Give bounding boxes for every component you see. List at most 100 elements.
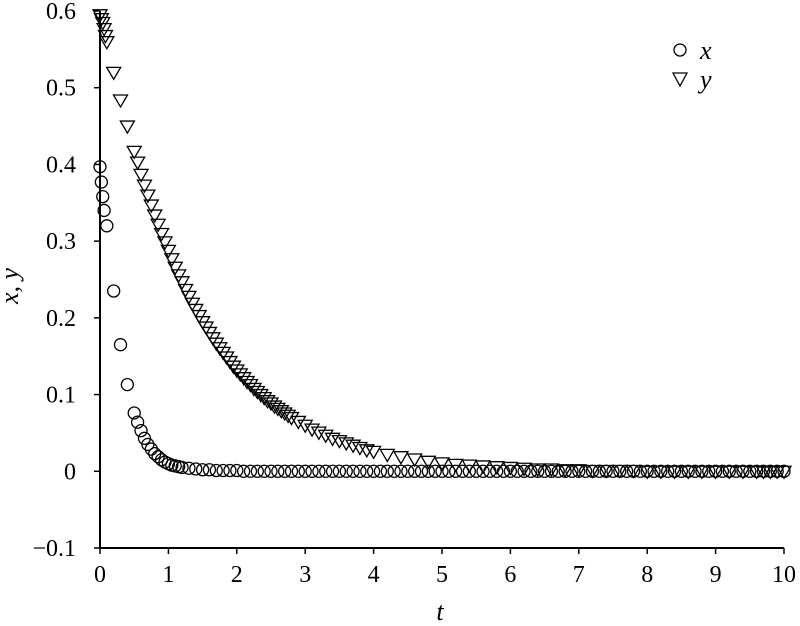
point-x [517,464,531,478]
point-y [232,368,249,383]
point-y [461,459,478,474]
point-x [462,464,477,478]
point-x [120,377,135,392]
point-y [273,405,290,419]
point-y [433,457,451,472]
y-axis-title: x, y [0,268,24,306]
point-x [144,442,158,456]
y-tick-label: −0.1 [32,536,76,562]
point-y [242,378,259,393]
point-y [379,448,396,463]
y-tick-label: 0 [64,459,76,485]
point-x [202,463,217,477]
point-y [119,120,136,135]
point-y [105,66,122,81]
point-y [93,13,110,27]
legend-marker-y [671,72,689,88]
point-y [502,461,519,476]
point-y [338,437,355,452]
point-x [503,464,518,478]
point-x [346,464,360,478]
point-y [146,209,163,224]
y-tick-label: 0.3 [46,229,76,255]
x-axis-title: t [436,597,444,626]
point-x [271,464,285,478]
point-y [290,415,307,430]
x-tick-label: 8 [641,562,653,588]
point-x [94,175,109,189]
point-x [154,453,169,467]
point-x [319,464,333,478]
point-x [360,464,374,478]
point-y [156,236,174,251]
point-x [113,338,128,352]
point-x [243,464,258,478]
point-y [707,465,724,480]
point-x [127,406,141,420]
point-x [490,464,504,478]
point-y [515,462,533,477]
point-x [702,464,716,478]
point-y [598,464,615,479]
point-x [107,284,121,298]
point-x [250,464,264,478]
point-x [606,464,620,478]
point-y [556,464,574,479]
x-tick-label: 0 [94,562,106,588]
point-y [132,168,150,183]
point-x [442,464,456,478]
point-x [97,203,111,218]
point-y [303,423,321,438]
point-y [543,463,560,478]
point-y [310,426,328,441]
point-x [421,464,435,478]
point-x [332,464,347,478]
point-y [324,432,341,447]
point-x [93,160,107,174]
point-y [488,461,505,475]
point-y [129,156,146,171]
point-x [496,464,511,478]
point-x [339,464,353,478]
y-tick-label: 0.1 [46,383,76,409]
point-x [715,464,730,478]
x-tick-label: 7 [573,562,585,588]
point-x [661,464,675,478]
y-tick-label: 0.4 [46,152,76,178]
point-x [592,464,606,478]
point-x [175,460,189,475]
point-y [358,444,375,459]
x-tick-label: 6 [504,562,516,588]
x-tick-label: 1 [162,562,174,588]
point-y [529,463,546,478]
x-tick-label: 4 [368,562,380,588]
x-tick-label: 9 [710,562,722,588]
point-y [420,455,437,470]
point-x [100,219,114,233]
point-y [150,218,167,233]
legend-label-y: y [697,65,712,94]
point-x [531,464,545,478]
legend: x y [671,36,712,94]
point-x [483,464,497,478]
point-x [366,464,381,478]
point-x [353,464,367,478]
point-y [177,283,194,298]
point-x [195,463,210,477]
point-x [305,464,319,478]
point-x [216,463,230,478]
point-x [141,437,155,452]
point-x [476,464,490,478]
point-x [373,464,388,478]
x-tick-label: 5 [436,562,448,588]
point-y [163,253,180,268]
point-y [170,269,187,284]
point-y [139,189,157,204]
point-y [584,464,601,479]
point-y [136,179,153,194]
point-x [743,464,757,478]
point-x [209,463,223,478]
point-y [365,445,382,460]
point-x [647,464,661,478]
